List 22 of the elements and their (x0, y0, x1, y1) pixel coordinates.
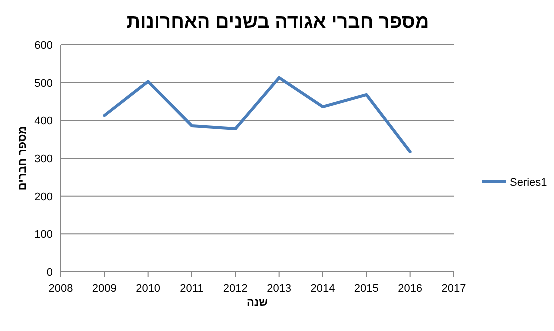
x-tick-label: 2013 (267, 283, 292, 295)
x-tick-label: 2015 (354, 283, 379, 295)
x-tick-label: 2016 (398, 283, 423, 295)
y-tick-label: 400 (34, 116, 53, 128)
y-axis-title: מספר חברים (17, 126, 29, 191)
x-tick-label: 2011 (180, 283, 204, 295)
x-axis-title: שנה (246, 297, 268, 309)
line-series (103, 76, 412, 154)
legend-label: Series1 (510, 177, 548, 189)
x-tick-label: 2014 (310, 283, 336, 295)
y-tick-label: 500 (34, 78, 53, 90)
x-tick-label: 2010 (136, 283, 161, 295)
y-tick-label: 600 (34, 40, 53, 52)
y-tick-label: 0 (46, 267, 53, 279)
y-tick-label: 300 (34, 154, 53, 166)
x-tick-label: 2009 (92, 283, 117, 295)
x-tick-label: 2008 (48, 283, 74, 295)
y-tick-label: 100 (34, 229, 53, 242)
x-tick-label: 2017 (442, 283, 466, 295)
chart-title: מספר חברי אגודה בשנים האחרונות (126, 12, 430, 33)
x-tick-label: 2012 (223, 283, 248, 295)
y-tick-label: 200 (34, 191, 53, 204)
